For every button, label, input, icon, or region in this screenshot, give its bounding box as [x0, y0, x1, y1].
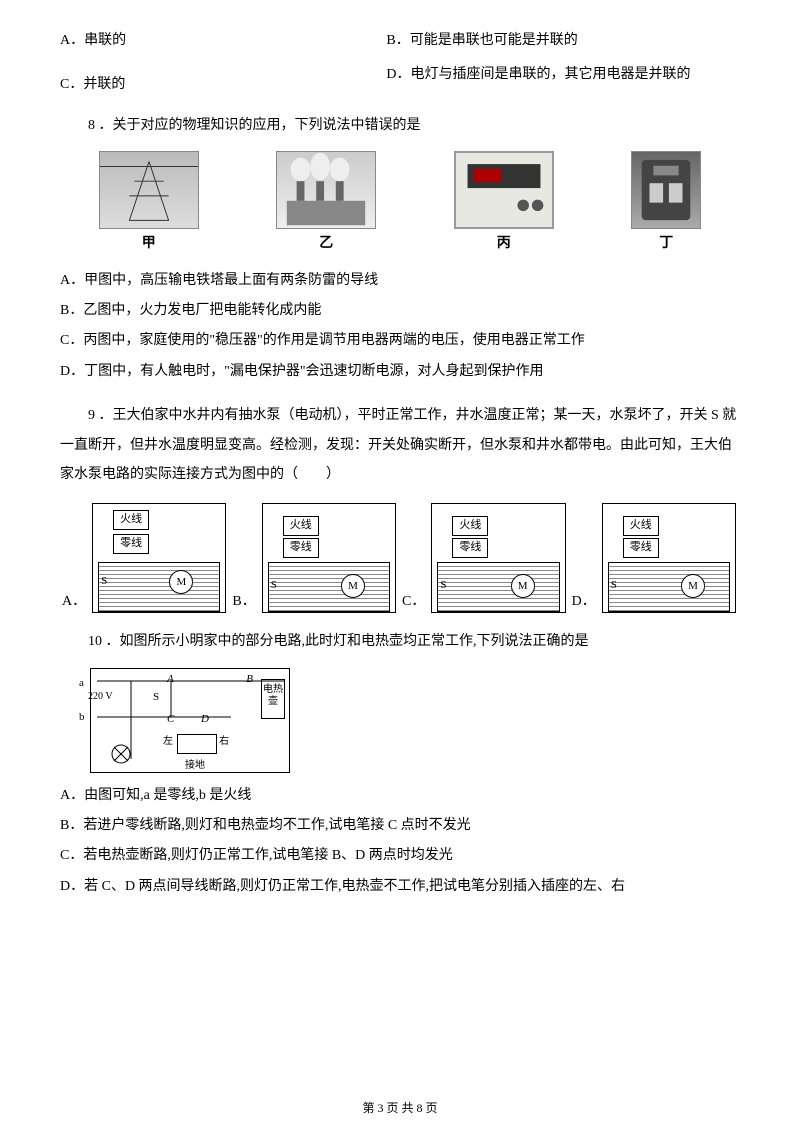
q10-option-a: A．由图可知,a 是零线,b 是火线 [60, 785, 740, 807]
page-footer: 第 3 页 共 8 页 [0, 1099, 800, 1118]
well-ground [98, 562, 220, 612]
q8-img-jia: 甲 [99, 151, 199, 255]
q10-circuit-diagram: a b 220 V A B C D S 电热壶 左 右 接地 [90, 668, 290, 773]
well-ground [437, 562, 559, 612]
q8-label-jia: 甲 [142, 233, 156, 255]
q7-options-row2: C．并联的 D．电灯与插座间是串联的，其它用电器是并联的 [60, 64, 740, 96]
q9-opt-b: B． [232, 591, 255, 613]
q8-image-row: 甲 乙 丙 [60, 151, 740, 255]
q7-option-b: B．可能是串联也可能是并联的 [386, 30, 740, 52]
q9-opt-c: C． [402, 591, 425, 613]
q8-img-yi: 乙 [276, 151, 376, 255]
q9-opt-a: A． [62, 591, 86, 613]
neutral-wire-label: 零线 [113, 534, 149, 554]
live-wire-label: 火线 [452, 516, 488, 536]
q10-stem: 10 ．如图所示小明家中的部分电路,此时灯和电热壶均正常工作,下列说法正确的是 [60, 631, 740, 653]
neutral-wire-label: 零线 [623, 538, 659, 558]
switch-label: S [271, 577, 277, 595]
breaker-image [631, 151, 701, 229]
q7-options-row1: A．串联的 B．可能是串联也可能是并联的 [60, 30, 740, 52]
q9-circuit-a: 火线 零线 M S [92, 503, 226, 613]
q9-circuit-row: A． 火线 零线 M S B． 火线 零线 M S C． 火线 零线 M S D… [60, 503, 740, 613]
live-wire-label: 火线 [113, 510, 149, 530]
switch-label: S [611, 577, 617, 595]
q8-option-d: D．丁图中，有人触电时，"漏电保护器"会迅速切断电源，对人身起到保护作用 [60, 361, 740, 383]
q8-option-b: B．乙图中，火力发电厂把电能转化成内能 [60, 300, 740, 322]
well-ground [268, 562, 390, 612]
neutral-wire-label: 零线 [452, 538, 488, 558]
q8-option-a: A．甲图中，高压输电铁塔最上面有两条防雷的导线 [60, 270, 740, 292]
switch-label: S [101, 573, 107, 591]
node-b: b [79, 709, 85, 727]
q8-img-bing: 丙 [454, 151, 554, 255]
q8-option-c: C．丙图中，家庭使用的"稳压器"的作用是调节用电器两端的电压，使用电器正常工作 [60, 330, 740, 352]
q10-wires [91, 669, 291, 774]
live-wire-label: 火线 [283, 516, 319, 536]
q8-img-ding: 丁 [631, 151, 701, 255]
q10-option-b: B．若进户零线断路,则灯和电热壶均不工作,试电笔接 C 点时不发光 [60, 815, 740, 837]
q7-option-c: C．并联的 [60, 64, 386, 96]
q8-label-bing: 丙 [497, 233, 511, 255]
node-a: a [79, 675, 84, 693]
q10-option-c: C．若电热壶断路,则灯仍正常工作,试电笔接 B、D 两点时均发光 [60, 845, 740, 867]
q9-circuit-d: 火线 零线 M S [602, 503, 736, 613]
q8-label-ding: 丁 [659, 233, 673, 255]
plant-image [276, 151, 376, 229]
regulator-image [454, 151, 554, 229]
q9-opt-d: D． [572, 591, 596, 613]
tower-image [99, 151, 199, 229]
motor-icon: M [511, 574, 535, 598]
q7-option-a: A．串联的 [60, 30, 386, 52]
q9-circuit-b: 火线 零线 M S [262, 503, 396, 613]
live-wire-label: 火线 [623, 516, 659, 536]
q10-option-d: D．若 C、D 两点间导线断路,则灯仍正常工作,电热壶不工作,把试电笔分别插入插… [60, 876, 740, 898]
q8-label-yi: 乙 [319, 233, 333, 255]
neutral-wire-label: 零线 [283, 538, 319, 558]
q7-option-d: D．电灯与插座间是串联的，其它用电器是并联的 [386, 64, 740, 96]
q8-stem: 8 ．关于对应的物理知识的应用，下列说法中错误的是 [60, 115, 740, 137]
q9-circuit-c: 火线 零线 M S [431, 503, 565, 613]
q9-stem: 9 ．王大伯家中水井内有抽水泵（电动机），平时正常工作，井水温度正常；某一天，水… [60, 401, 740, 489]
switch-label: S [440, 577, 446, 595]
well-ground [608, 562, 730, 612]
